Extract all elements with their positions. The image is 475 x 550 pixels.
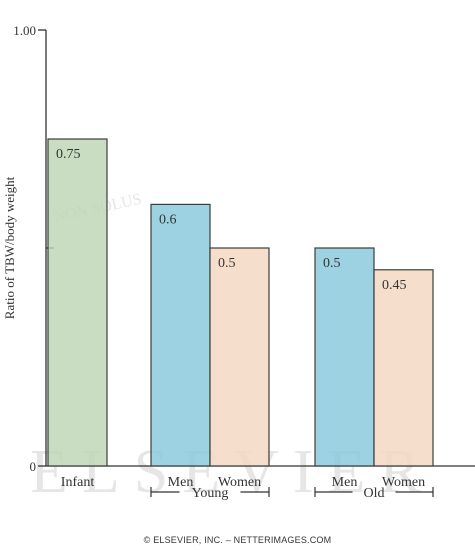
category-label-4: Women [382,475,425,490]
category-label-1: Men [168,475,194,490]
labels: 0.75 Infant 0.6 Men 0.5 Women 0.5 Men 0.45 Women [56,147,425,490]
y-axis-label: Ratio of TBW/body weight [2,176,17,319]
copyright-footer: © ELSEVIER, INC. – NETTERIMAGES.COM [143,535,332,545]
data-label-1: 0.6 [159,212,177,227]
y-tick-label-zero: 0 [30,459,37,474]
data-label-2: 0.5 [218,256,236,271]
group-label-old: Old [364,486,385,501]
bar-men-3 [314,247,375,467]
data-label-4: 0.45 [382,278,407,293]
data-label-0: 0.75 [56,147,81,162]
category-label-2: Women [218,475,261,490]
bar-women-2 [209,247,270,467]
chart: NON SOLUS ELSEVIER 1.00 0 Ratio of TBW/b… [2,23,475,506]
category-label-3: Men [332,475,358,490]
axes: 1.00 0 Ratio of TBW/body weight [2,23,475,474]
data-label-3: 0.5 [323,256,341,271]
y-tick-label-top: 1.00 [13,23,36,38]
group-label-young: Young [192,486,229,501]
bar-infant-0 [47,138,108,467]
group-brackets: Young Old [150,486,434,501]
category-label-0: Infant [61,475,95,490]
bar-men-1 [150,203,211,467]
bars [47,138,434,467]
bar-women-4 [373,269,434,467]
